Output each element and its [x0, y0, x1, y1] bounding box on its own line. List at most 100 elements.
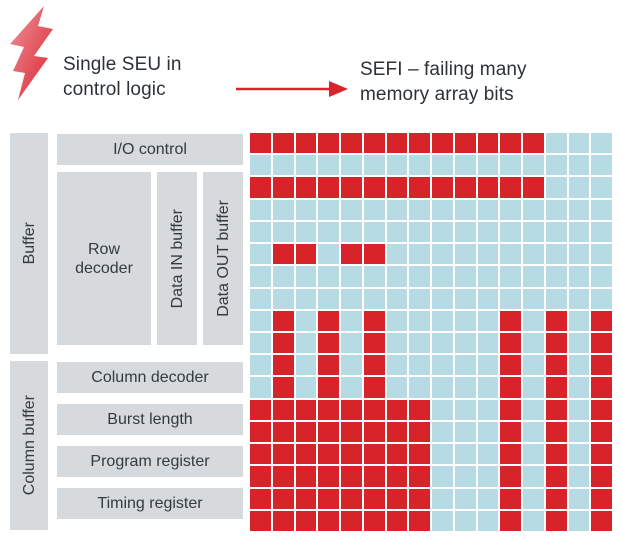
buffer-label: Buffer: [20, 222, 38, 265]
memory-bit-cell: [272, 288, 294, 309]
failing-bit-cell: [500, 466, 521, 487]
memory-bit-cell: [454, 399, 476, 420]
memory-bit-cell: [250, 266, 271, 287]
failing-bit-cell: [363, 332, 385, 354]
memory-bit-cell: [545, 155, 567, 176]
failing-bit-cell: [318, 310, 339, 331]
failing-bit-cell: [523, 177, 544, 198]
memory-bit-cell: [432, 199, 453, 220]
failing-bit-cell: [545, 377, 567, 398]
memory-bit-cell: [409, 377, 430, 398]
memory-bit-cell: [386, 377, 408, 398]
failing-bit-cell: [363, 355, 385, 376]
failing-bit-cell: [272, 421, 294, 443]
memory-bit-cell: [568, 466, 590, 487]
memory-bit-cell: [341, 155, 362, 176]
memory-bit-cell: [272, 221, 294, 243]
failing-bit-cell: [363, 310, 385, 331]
memory-bit-cell: [386, 332, 408, 354]
memory-bit-cell: [272, 266, 294, 287]
memory-bit-cell: [409, 332, 430, 354]
failing-bit-cell: [409, 421, 430, 443]
memory-bit-cell: [477, 444, 499, 465]
memory-bit-cell: [432, 466, 453, 487]
failing-bit-cell: [250, 177, 271, 198]
failing-bit-cell: [341, 399, 362, 420]
failing-bit-cell: [523, 133, 544, 154]
memory-bit-cell: [295, 355, 317, 376]
memory-bit-cell: [432, 444, 453, 465]
memory-bit-cell: [363, 266, 385, 287]
failing-bit-cell: [272, 444, 294, 465]
memory-bit-cell: [523, 266, 544, 287]
failing-bit-cell: [409, 510, 430, 531]
failing-bit-cell: [363, 510, 385, 531]
memory-bit-cell: [409, 310, 430, 331]
memory-bit-cell: [341, 332, 362, 354]
failing-bit-cell: [318, 421, 339, 443]
failing-bit-cell: [591, 377, 612, 398]
failing-bit-cell: [363, 244, 385, 265]
memory-bit-cell: [454, 221, 476, 243]
memory-bit-cell: [591, 199, 612, 220]
failing-bit-cell: [272, 399, 294, 420]
failing-bit-cell: [250, 421, 271, 443]
failing-bit-cell: [409, 177, 430, 198]
memory-bit-cell: [386, 221, 408, 243]
timing-register-block: Timing register: [57, 488, 243, 519]
memory-bit-cell: [477, 421, 499, 443]
failing-bit-cell: [250, 399, 271, 420]
memory-bit-cell: [568, 133, 590, 154]
failing-bit-cell: [432, 177, 453, 198]
memory-bit-cell: [523, 199, 544, 220]
data-in-buffer-label: Data IN buffer: [168, 208, 186, 309]
memory-bit-cell: [363, 155, 385, 176]
memory-bit-cell: [568, 199, 590, 220]
failing-bit-cell: [318, 355, 339, 376]
failing-bit-cell: [318, 133, 339, 154]
failing-bit-cell: [591, 332, 612, 354]
memory-bit-cell: [363, 288, 385, 309]
failing-bit-cell: [545, 355, 567, 376]
failing-bit-cell: [272, 177, 294, 198]
failing-bit-cell: [545, 421, 567, 443]
memory-bit-cell: [250, 355, 271, 376]
failing-bit-cell: [591, 488, 612, 509]
memory-bit-cell: [477, 377, 499, 398]
memory-bit-cell: [250, 332, 271, 354]
memory-bit-cell: [591, 155, 612, 176]
memory-bit-cell: [568, 177, 590, 198]
memory-bit-cell: [295, 266, 317, 287]
failing-bit-cell: [272, 488, 294, 509]
memory-bit-cell: [409, 355, 430, 376]
failing-bit-cell: [295, 510, 317, 531]
failing-bit-cell: [250, 444, 271, 465]
memory-bit-cell: [295, 332, 317, 354]
memory-bit-cell: [454, 488, 476, 509]
failing-bit-cell: [545, 332, 567, 354]
failing-bit-cell: [272, 310, 294, 331]
memory-bit-cell: [454, 244, 476, 265]
failing-bit-cell: [591, 444, 612, 465]
memory-bit-cell: [477, 488, 499, 509]
memory-bit-cell: [295, 377, 317, 398]
memory-bit-cell: [318, 244, 339, 265]
failing-bit-cell: [545, 466, 567, 487]
memory-bit-cell: [523, 310, 544, 331]
memory-bit-cell: [523, 355, 544, 376]
memory-bit-cell: [272, 155, 294, 176]
memory-bit-cell: [250, 310, 271, 331]
memory-bit-cell: [477, 199, 499, 220]
failing-bit-cell: [295, 488, 317, 509]
memory-bit-cell: [250, 377, 271, 398]
memory-bit-cell: [318, 288, 339, 309]
memory-bit-cell: [454, 421, 476, 443]
memory-bit-cell: [409, 244, 430, 265]
failing-bit-cell: [545, 444, 567, 465]
failing-bit-cell: [500, 133, 521, 154]
memory-bit-cell: [523, 288, 544, 309]
failing-bit-cell: [341, 133, 362, 154]
memory-bit-cell: [318, 199, 339, 220]
memory-bit-cell: [386, 288, 408, 309]
memory-bit-cell: [432, 377, 453, 398]
